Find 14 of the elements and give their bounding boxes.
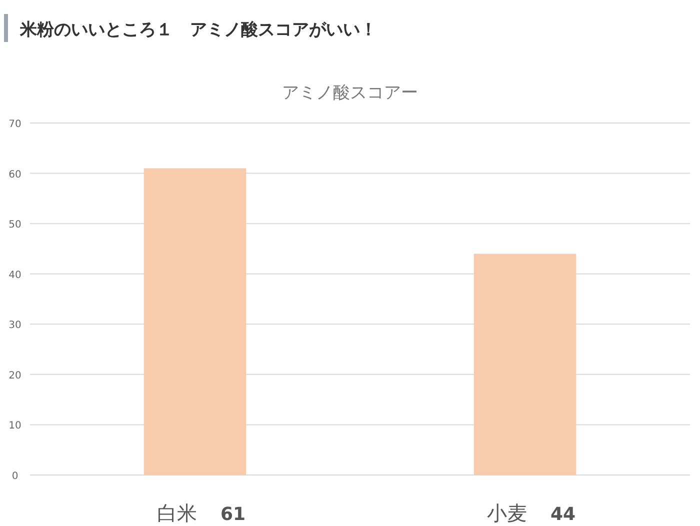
x-tick-label: 小麦 xyxy=(487,501,527,525)
y-tick-label: 0 xyxy=(12,471,18,482)
y-tick-label: 60 xyxy=(8,169,22,180)
data-label: 44 xyxy=(550,504,576,525)
x-tick-label: 白米 xyxy=(157,501,197,525)
chart-title: 米粉のいいところ１ アミノ酸スコアがいい！ xyxy=(19,20,377,40)
data-label: 61 xyxy=(220,504,246,525)
y-tick-label: 10 xyxy=(8,420,22,432)
chart-subtitle: アミノ酸スコアー xyxy=(282,83,418,103)
y-tick-label: 70 xyxy=(8,119,22,130)
y-tick-label: 40 xyxy=(8,270,22,281)
y-tick-label: 50 xyxy=(8,220,22,231)
y-tick-label: 20 xyxy=(8,370,22,382)
y-tick-label: 30 xyxy=(8,320,22,332)
